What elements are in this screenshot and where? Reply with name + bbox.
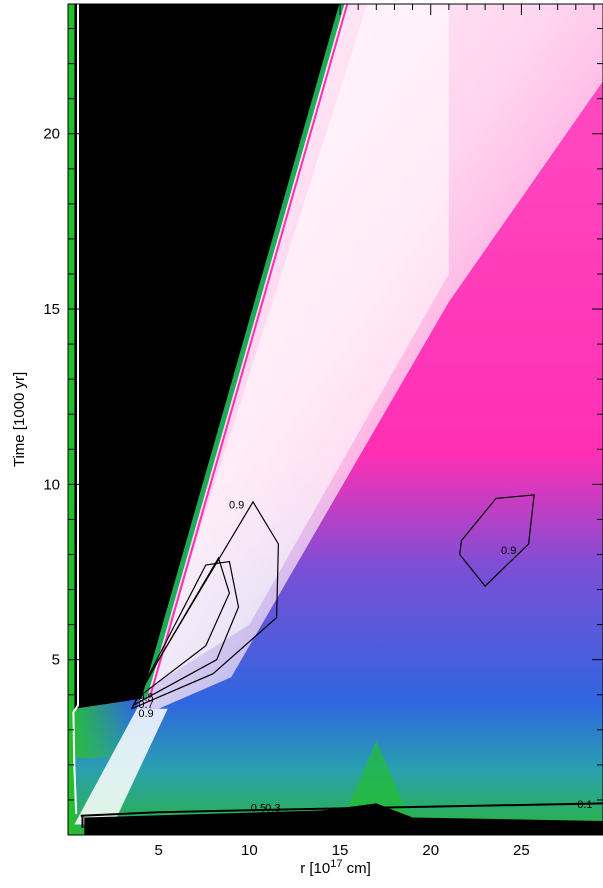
y-tick-label: 20 xyxy=(43,126,60,143)
contour-label-8: 0.1 xyxy=(577,799,592,811)
x-tick-label: 5 xyxy=(155,842,163,859)
heatmap-low-center xyxy=(343,740,409,818)
heatmap-black-region-1 xyxy=(74,4,341,709)
contour-line-3 xyxy=(136,556,231,699)
contour-label-3: 0.5 xyxy=(138,692,153,704)
contour-line-2 xyxy=(132,560,240,706)
heatmap-left-strip xyxy=(68,4,75,835)
axes xyxy=(67,3,603,836)
x-axis-title: r [1017 cm] xyxy=(300,858,371,877)
heatmap-inner-wedge xyxy=(74,708,168,825)
inner-white-curve xyxy=(72,4,79,815)
y-tick-label: 10 xyxy=(43,476,60,493)
contour-band-bottom xyxy=(80,802,603,817)
contour-line-4 xyxy=(459,494,535,587)
plot-area: 0.90.90.50.70.90.5 0.3 0.1 xyxy=(68,4,603,835)
x-tick-label: 10 xyxy=(241,842,258,859)
shock-front xyxy=(141,4,345,699)
axis-labels: 5 10 15 20 25 5 10 15 20 r [1017 cm] Time [1000 yr… xyxy=(11,126,530,877)
contour-label-4: 0.7 xyxy=(138,699,153,711)
y-tick-label: 15 xyxy=(43,301,60,318)
contour-label-5: 0.9 xyxy=(138,708,153,720)
contour-label-1: 0.9 xyxy=(229,499,244,511)
heatmap-peak-band xyxy=(149,4,449,688)
x-tick-label: 25 xyxy=(513,842,530,859)
shock-front-edge xyxy=(148,4,349,699)
x-tick-label: 15 xyxy=(332,842,349,859)
contour-label-7: 0.3 xyxy=(265,803,280,815)
plot-frame xyxy=(67,3,603,836)
contour-label-6: 0.5 xyxy=(251,803,266,815)
y-axis-title: Time [1000 yr] xyxy=(11,372,28,467)
contour-label-2: 0.9 xyxy=(501,545,516,557)
y-tick-label: 5 xyxy=(52,652,60,669)
x-tick-label: 20 xyxy=(422,842,439,859)
heatmap-black-region-2 xyxy=(84,803,603,835)
